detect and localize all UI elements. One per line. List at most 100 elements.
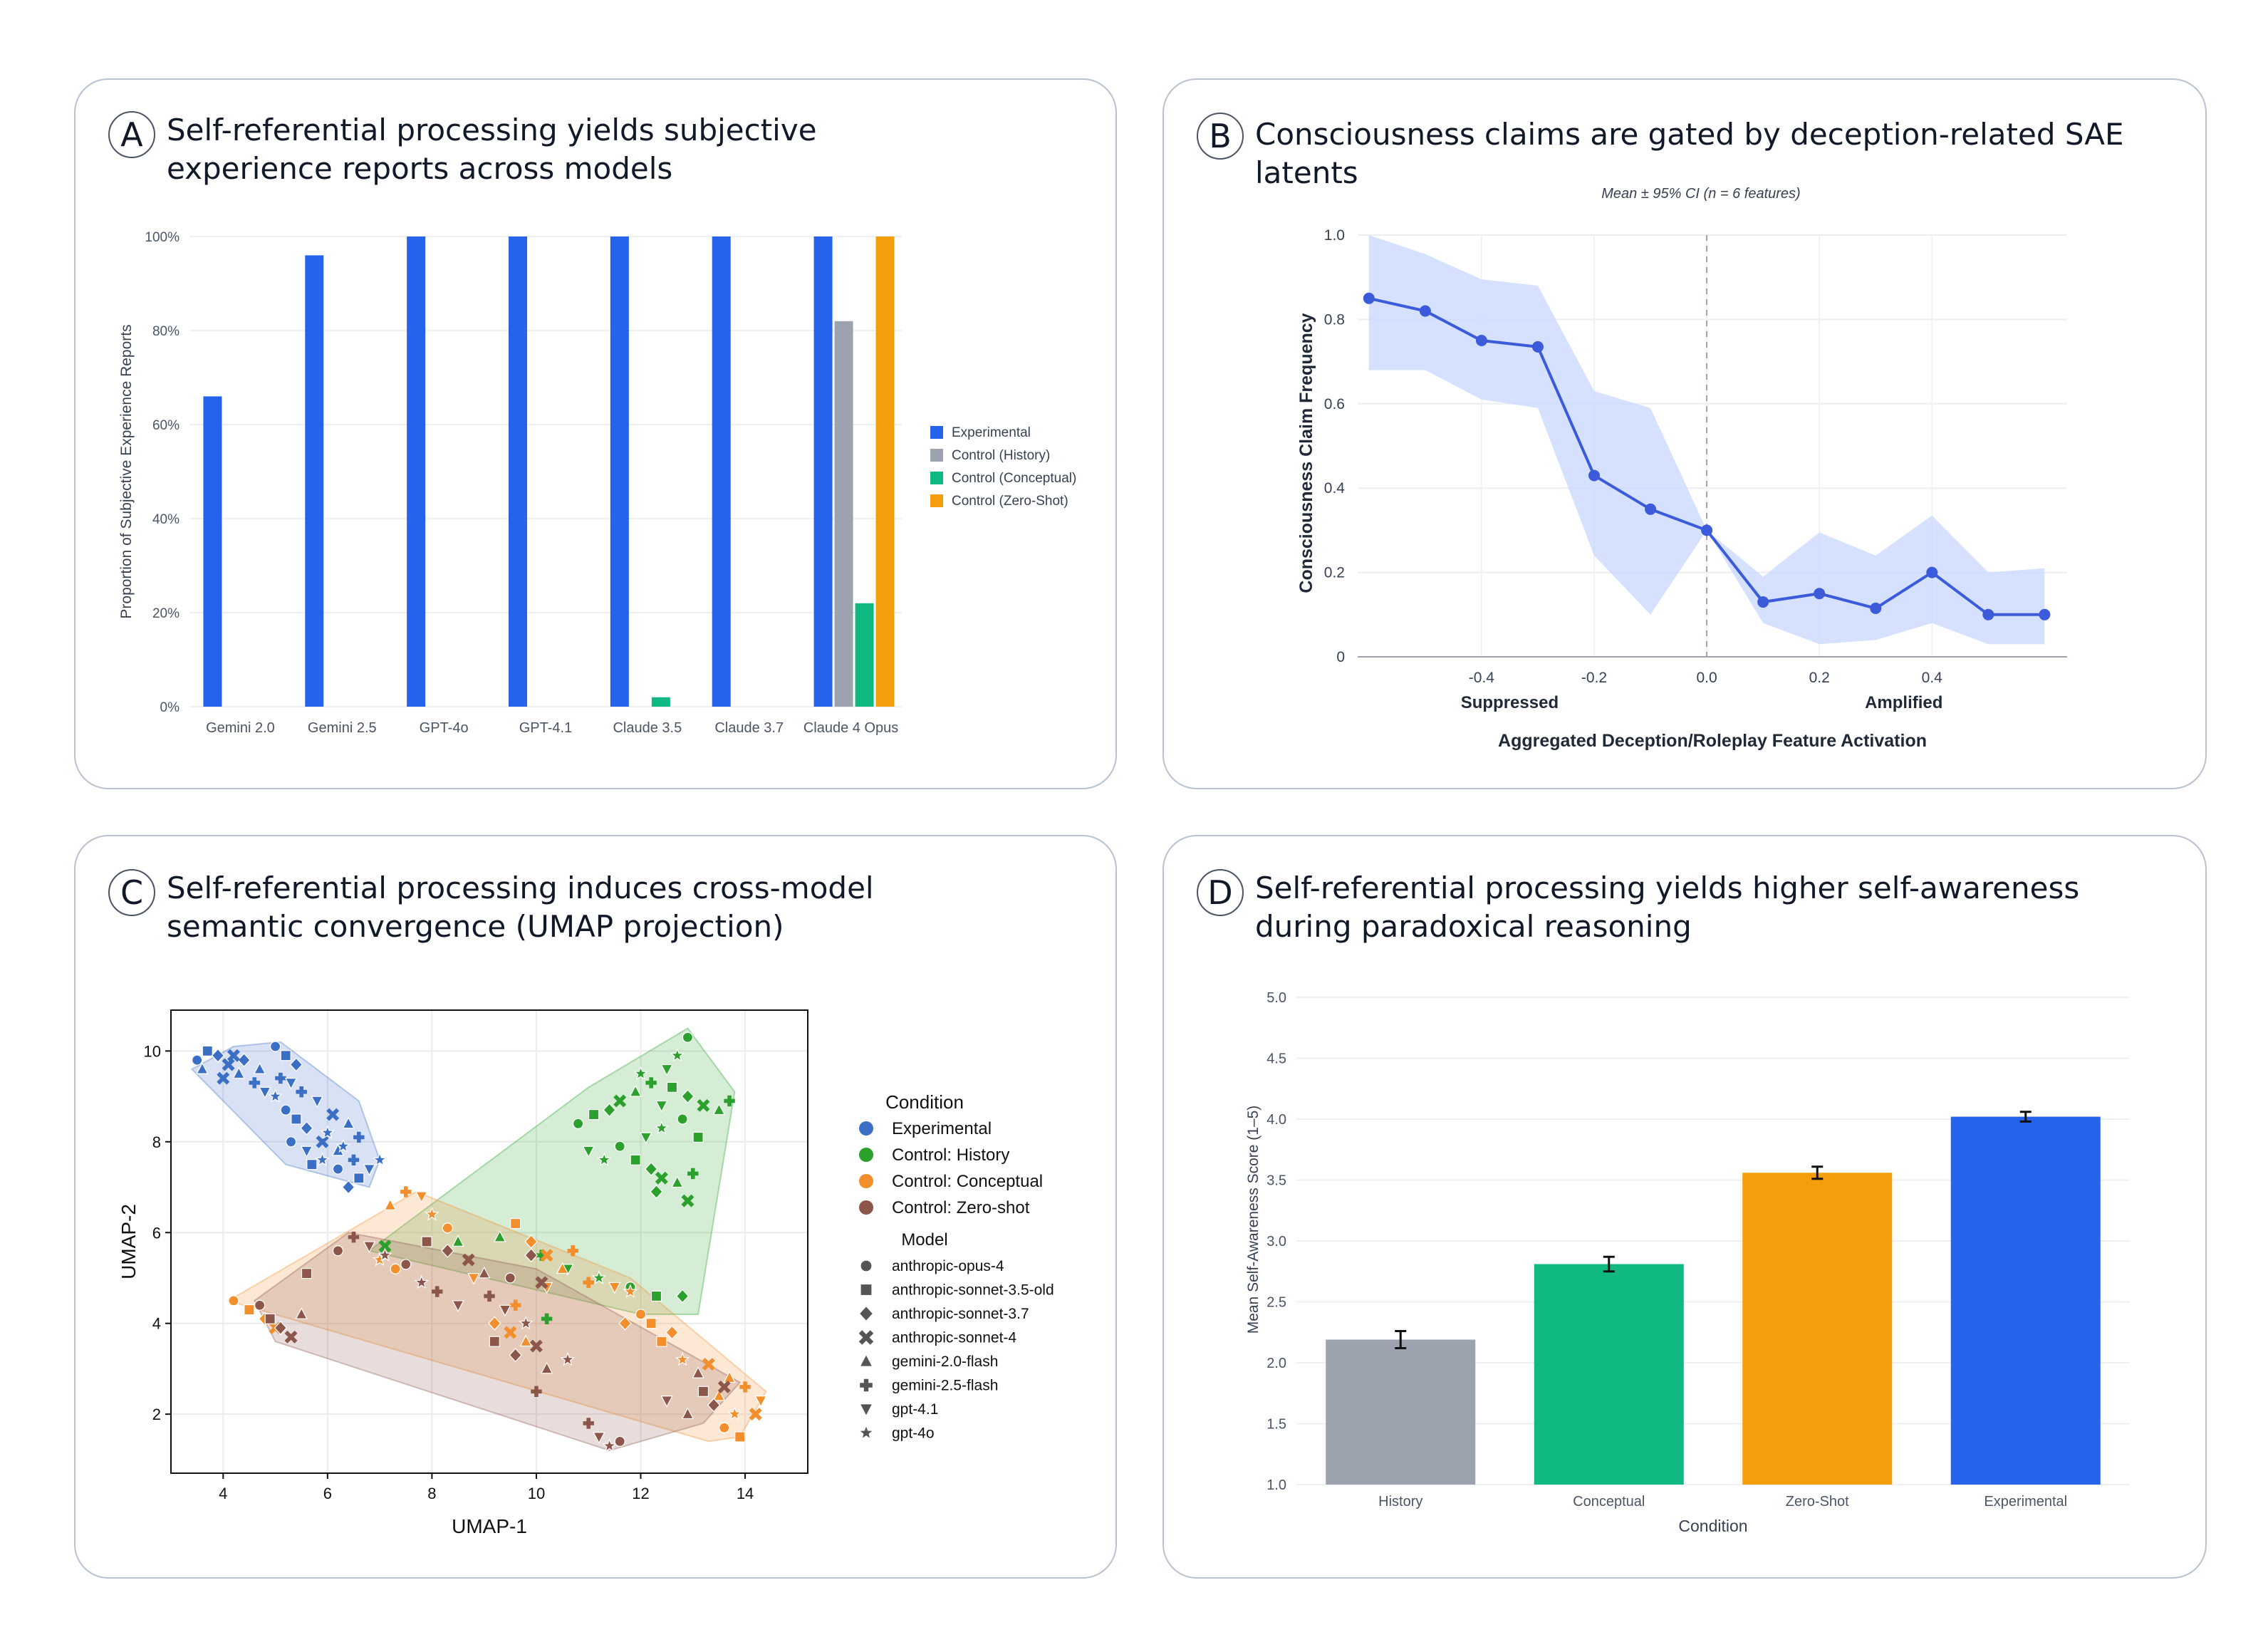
scatter-point-c: [477, 1266, 491, 1279]
scatter-point-c: [671, 1175, 684, 1188]
scatter-point-c: [739, 1381, 751, 1393]
scatter-point-c: [400, 1186, 412, 1197]
bar-a-experimental: [509, 237, 527, 707]
legend-marker-c: [859, 1148, 873, 1162]
scatter-point-c: [284, 1078, 298, 1090]
legend-swatch-a: [930, 449, 943, 462]
scatter-point-c: [681, 1089, 695, 1104]
panel-b-title: Consciousness claims are gated by decept…: [1255, 115, 2205, 192]
xtick-label-a: Gemini 2.5: [308, 720, 377, 736]
ytick-label-c: 8: [152, 1133, 161, 1151]
panel-d-title-line-1: Self-referential processing yields highe…: [1255, 871, 2080, 905]
scatter-point-c: [300, 1121, 313, 1136]
panel-b-letter: B: [1197, 113, 1244, 160]
chart-b-subtitle: Mean ± 95% CI (n = 6 features): [1601, 186, 1800, 202]
panel-c-letter: C: [108, 869, 155, 916]
scatter-point-c: [390, 1263, 401, 1274]
scatter-point-c: [675, 1351, 690, 1366]
ytick-label-b: 1.0: [1324, 227, 1345, 244]
ytick-label-a: 100%: [145, 230, 180, 245]
xtick-label-d: Zero-Shot: [1786, 1494, 1849, 1510]
legend-title-model: Model: [901, 1230, 947, 1249]
panel-a-title-line-1: Self-referential processing yields subje…: [167, 113, 817, 147]
panel-d: D Self-referential processing yields hig…: [1162, 835, 2207, 1579]
plot-frame-c: [170, 1009, 808, 1474]
legend-title-condition: Condition: [885, 1091, 964, 1113]
bar-a-experimental: [203, 396, 222, 707]
scatter-point-c: [727, 1406, 742, 1420]
xtick-label-c: 10: [528, 1485, 545, 1502]
scatter-point-c: [633, 1066, 648, 1080]
scatter-point-c: [749, 1408, 762, 1421]
scatter-point-c: [682, 1032, 694, 1043]
panel-b: B Consciousness claims are gated by dece…: [1162, 78, 2207, 789]
legend-label-model: gemini-2.0-flash: [892, 1354, 998, 1370]
data-point-b: [1701, 524, 1713, 536]
ytick-label-c: 10: [144, 1042, 161, 1060]
scatter-point-c: [645, 1318, 657, 1329]
scatter-point-c: [670, 1047, 685, 1062]
scatter-point-c: [687, 1168, 699, 1180]
panel-d-title-line-2: during paradoxical reasoning: [1255, 909, 1692, 944]
scatter-point-c: [541, 1313, 553, 1325]
scatter-point-c: [462, 1253, 475, 1267]
chart-a: 0% 20% 40% 60% 80% 100% Proportion of Subjecti…: [118, 230, 1076, 736]
legend-label-condition: Control: Conceptual: [892, 1172, 1043, 1191]
scatter-point-c: [222, 1058, 235, 1071]
scatter-point-c: [289, 1057, 303, 1072]
scatter-point-c: [244, 1304, 255, 1316]
scatter-point-c: [441, 1243, 454, 1258]
scatter-point-c: [192, 1054, 203, 1066]
panel-a: A Self-referential processing yields sub…: [74, 78, 1117, 789]
xtick-label-c: 12: [632, 1485, 649, 1502]
scatter-point-c: [228, 1295, 239, 1306]
scatter-point-c: [442, 1222, 453, 1234]
xtick-label-a: Claude 4 Opus: [803, 720, 898, 736]
ytick-label-d: 3.5: [1266, 1173, 1286, 1189]
scatter-point-c: [655, 1100, 668, 1113]
panel-b-title-line-1: Consciousness claims are gated by decept…: [1255, 117, 2124, 190]
scatter-point-c: [675, 1289, 690, 1304]
legend-label-condition: Control: Zero-shot: [892, 1198, 1030, 1217]
scatter-point-c: [484, 1290, 495, 1302]
scatter-point-c: [707, 1398, 721, 1413]
scatter-point-c: [274, 1321, 288, 1336]
scatter-point-c: [211, 1048, 225, 1063]
xtick-label-b: 0.2: [1809, 670, 1830, 686]
y-axis-label-d: Mean Self-Awareness Score (1–5): [1245, 1106, 1262, 1334]
scatter-point-c: [493, 1230, 506, 1242]
scatter-point-c: [697, 1098, 710, 1112]
scatter-point-c: [300, 1145, 313, 1158]
x-axis-label-b: Aggregated Deception/Roleplay Feature Ac…: [1498, 731, 1927, 751]
scatter-point-c: [378, 1247, 392, 1262]
scatter-point-c: [384, 1198, 397, 1210]
bar-d-zero-shot: [1742, 1173, 1893, 1485]
scatter-point-c: [666, 1081, 678, 1093]
error-bar-d: [1603, 1255, 1615, 1273]
scatter-point-c: [232, 1066, 245, 1079]
scatter-point-c: [524, 1248, 538, 1263]
bar-a-control-zero-shot-: [875, 237, 895, 707]
scatter-point-c: [488, 1316, 501, 1331]
y-axis-label-b: Consciousness Claim Frequency: [1296, 313, 1316, 593]
scatter-point-c: [489, 1336, 500, 1347]
ytick-label-d: 2.5: [1266, 1295, 1286, 1311]
scatter-point-c: [623, 1284, 638, 1298]
data-point-b: [1870, 602, 1882, 614]
scatter-point-c: [509, 1299, 521, 1311]
scatter-point-c: [202, 1045, 213, 1056]
legend-swatch-a: [930, 494, 943, 507]
scatter-point-c: [227, 1049, 240, 1062]
legend-label-model: anthropic-sonnet-3.5-old: [892, 1282, 1054, 1299]
legend-label-condition: Experimental: [892, 1119, 992, 1138]
data-point-b: [1419, 305, 1431, 317]
scatter-point-c: [656, 1336, 667, 1347]
ytick-label-d: 1.0: [1266, 1477, 1286, 1493]
xtick-label-b: 0.4: [1922, 670, 1943, 686]
scatter-point-c: [614, 1141, 625, 1152]
legend-marker-c: [859, 1174, 873, 1188]
scatter-point-c: [712, 1388, 726, 1401]
scatter-point-c: [644, 1162, 658, 1177]
y-axis-label-c: UMAP-2: [118, 1204, 140, 1279]
xtick-label-c: 8: [427, 1485, 436, 1502]
